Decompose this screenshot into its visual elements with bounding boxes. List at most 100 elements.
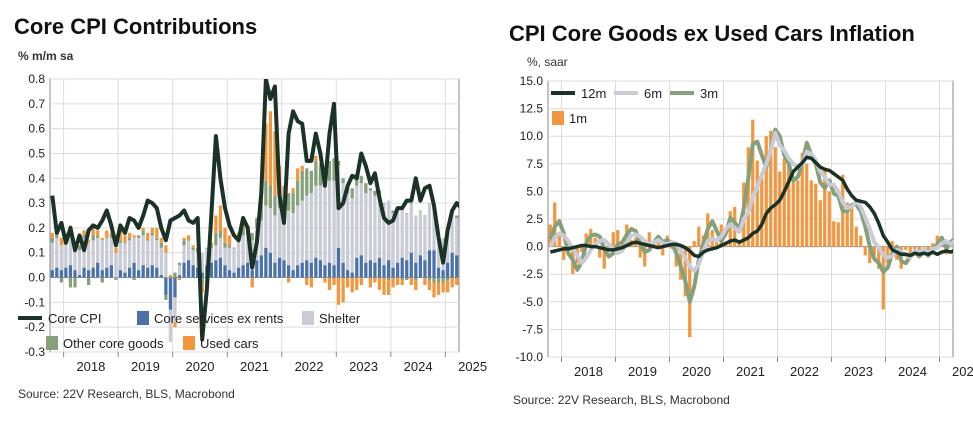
right-line-12m: [549, 155, 953, 259]
left-bar-used-cars: [405, 213, 409, 214]
left-bar-used-cars: [427, 280, 432, 290]
left-bar-other-core-goods: [55, 235, 59, 238]
left-bar-other-core-goods: [368, 188, 373, 191]
left-bar-core-services-ex-rents: [146, 267, 150, 278]
left-bar-other-core-goods: [182, 240, 186, 246]
left-bar-other-core-goods: [100, 277, 104, 283]
left-bar-shelter: [286, 210, 291, 266]
left-bar-other-core-goods: [86, 277, 91, 285]
left-bar-other-core-goods: [359, 175, 363, 184]
left-bar-shelter: [309, 193, 313, 263]
left-bar-core-services-ex-rents: [423, 260, 427, 278]
left-bar-shelter: [177, 265, 182, 276]
left-bar-shelter: [405, 213, 409, 261]
left-bar-shelter: [350, 198, 354, 273]
right-ytick-label: -5.0: [522, 295, 543, 309]
left-bar-core-services-ex-rents: [55, 267, 59, 278]
left-bar-used-cars: [168, 275, 173, 278]
left-bar-core-services-ex-rents: [414, 262, 418, 278]
left-bar-core-services-ex-rents: [250, 270, 254, 278]
left-bar-shelter: [396, 210, 400, 263]
left-bar-other-core-goods: [173, 272, 177, 278]
right-bar-1m: [764, 136, 768, 247]
right-bar-1m: [917, 246, 921, 253]
left-bar-used-cars: [50, 232, 54, 238]
right-bar-1m: [715, 242, 719, 247]
left-bar-other-core-goods: [423, 215, 427, 216]
left-bar-shelter: [55, 237, 59, 268]
right-bar-1m: [832, 221, 836, 247]
left-bar-used-cars: [336, 277, 341, 305]
left-bar-core-services-ex-rents: [177, 275, 182, 278]
left-bar-other-core-goods: [214, 232, 218, 246]
legend-shelter-swatch: [302, 311, 314, 325]
right-xtick-label: 2023: [844, 364, 873, 379]
right-bar-1m: [872, 246, 876, 256]
left-bar-core-services-ex-rents: [209, 262, 213, 278]
left-bar-core-services-ex-rents: [391, 267, 395, 278]
left-bar-other-core-goods: [382, 203, 386, 204]
left-bar-core-services-ex-rents: [350, 272, 354, 278]
left-bar-shelter: [414, 215, 418, 263]
left-bar-other-core-goods: [268, 185, 273, 209]
left-bar-used-cars: [136, 235, 141, 236]
left-bar-used-cars: [191, 245, 195, 248]
right-bar-1m: [800, 152, 804, 247]
left-bar-core-services-ex-rents: [77, 275, 82, 278]
legend-used-cars-label: Used cars: [200, 336, 259, 351]
legend-core-services-ex-rents-label: Core services ex rents: [154, 311, 284, 326]
legend-core-services-ex-rents-swatch: [137, 311, 149, 325]
right-bar-1m: [809, 180, 813, 247]
left-bar-other-core-goods: [114, 277, 118, 281]
left-bar-used-cars: [386, 280, 391, 295]
right-bar-1m: [562, 246, 566, 260]
left-bar-core-services-ex-rents: [64, 267, 68, 278]
left-bar-shelter: [77, 250, 82, 276]
left-bar-used-cars: [132, 235, 136, 238]
left-bar-used-cars: [232, 247, 236, 249]
left-bar-shelter: [368, 190, 373, 261]
left-bar-core-services-ex-rents: [309, 262, 313, 278]
left-bar-other-core-goods: [155, 237, 159, 241]
left-bar-used-cars: [141, 227, 145, 231]
left-bar-core-services-ex-rents: [455, 255, 459, 278]
left-bar-shelter: [346, 193, 350, 271]
right-bar-1m: [638, 246, 642, 258]
left-bar-used-cars: [346, 277, 350, 288]
left-bar-used-cars: [300, 165, 304, 171]
left-bar-core-services-ex-rents: [132, 262, 136, 278]
left-bar-used-cars: [355, 277, 359, 290]
left-bar-other-core-goods: [136, 235, 141, 238]
left-bar-shelter: [182, 245, 186, 263]
left-bar-other-core-goods: [68, 277, 73, 288]
right-line-6m: [548, 130, 953, 273]
right-bar-1m: [881, 246, 885, 310]
left-bar-core-services-ex-rents: [300, 262, 304, 278]
left-bar-core-services-ex-rents: [136, 270, 141, 278]
left-bar-core-services-ex-rents: [191, 265, 195, 278]
left-bar-other-core-goods: [82, 235, 86, 238]
left-bar-used-cars: [150, 227, 154, 233]
left-bar-shelter: [436, 230, 441, 268]
right-marks: [548, 119, 953, 338]
right-bar-1m: [728, 211, 732, 247]
left-bar-used-cars: [186, 235, 191, 241]
left-bar-core-services-ex-rents: [291, 270, 295, 278]
left-bar-shelter: [96, 237, 100, 263]
left-bar-shelter: [127, 240, 132, 268]
left-ytick-label: 0.7: [28, 97, 45, 111]
left-ytick-label: 0.1: [28, 246, 45, 260]
left-bar-used-cars: [96, 230, 100, 236]
left-bar-used-cars: [177, 277, 182, 281]
left-bar-shelter: [68, 232, 73, 266]
left-bar-used-cars: [146, 232, 150, 241]
right-bar-1m: [643, 246, 647, 267]
left-bar-shelter: [332, 180, 336, 266]
left-bar-core-services-ex-rents: [318, 260, 323, 278]
left-bar-core-services-ex-rents: [405, 260, 409, 278]
left-bar-used-cars: [114, 247, 118, 253]
left-bar-shelter: [327, 180, 332, 263]
right-chart-source: Source: 22V Research, BLS, Macrobond: [513, 393, 730, 407]
left-bar-core-services-ex-rents: [155, 267, 159, 278]
left-bar-used-cars: [400, 280, 404, 285]
